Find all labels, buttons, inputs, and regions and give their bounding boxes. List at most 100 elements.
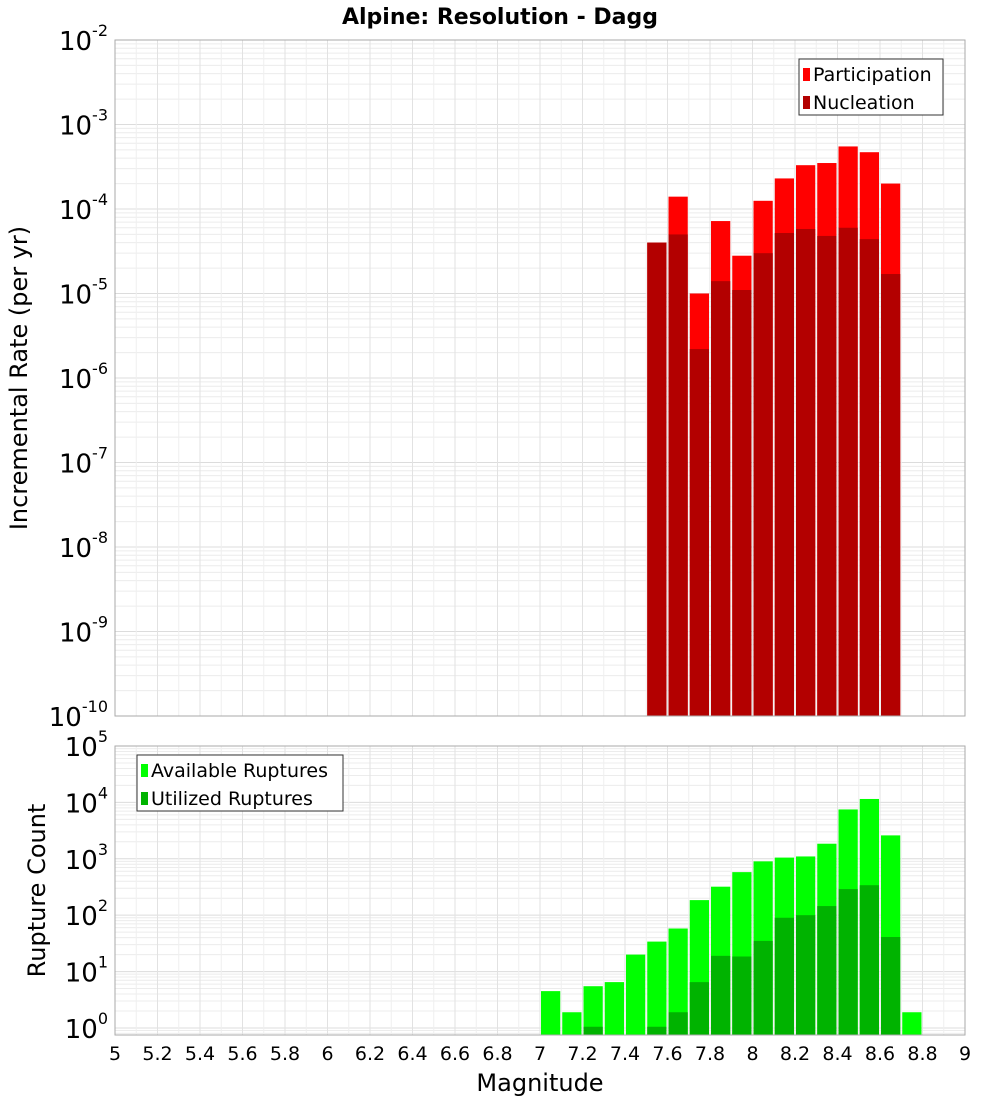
y-tick-base: 10 [59,619,92,649]
legend-box-2 [136,754,344,812]
y-tick-base: 10 [59,534,92,564]
y-tick-label: 100 [65,1009,108,1045]
y-tick-label: 10-3 [59,106,108,142]
bar-secondary [711,955,731,1035]
y-tick-label: 10-2 [59,21,108,57]
x-tick-label: 7.6 [652,1043,682,1065]
legend-entry: Available Ruptures [151,760,328,782]
x-tick-label: 8.8 [907,1043,937,1065]
bar-primary [583,986,603,1035]
x-tick-label: 5.2 [142,1043,172,1065]
y-tick-exponent: 1 [98,953,108,972]
y-tick-base: 10 [65,1015,98,1045]
y-tick-label: 10-5 [59,275,108,311]
y-tick-base: 10 [59,281,92,311]
y-tick-exponent: 2 [98,896,108,915]
x-tick-label: 8 [746,1043,758,1065]
bar-secondary [711,281,731,716]
bar-secondary [817,235,837,716]
bar-secondary [859,239,879,717]
legend-swatch [141,764,148,777]
bar-secondary [753,940,773,1035]
y-tick-label: 10-9 [59,613,108,649]
legend-entry: Participation [813,64,932,86]
bar-primary [562,1012,582,1035]
bar-secondary [668,234,688,717]
y-tick-exponent: -9 [92,613,108,632]
bar-secondary [647,242,667,717]
bar-secondary [859,885,879,1035]
y-tick-exponent: 4 [98,783,108,802]
y-tick-exponent: -6 [92,359,108,378]
bar-secondary [668,1012,688,1035]
y-tick-label: 10-10 [49,697,108,733]
bar-secondary [732,290,752,716]
x-tick-label: 6.8 [482,1043,512,1065]
bar-primary [647,941,667,1035]
bar-secondary [796,228,816,716]
y-tick-label: 104 [65,783,108,819]
y-tick-label: 10-8 [59,528,108,564]
bar-secondary [774,917,794,1035]
bar-primary [902,1012,922,1035]
y-tick-exponent: -7 [92,444,108,463]
y-tick-label: 102 [65,896,108,932]
y-tick-label: 10-7 [59,444,108,480]
x-tick-label: 6.2 [355,1043,385,1065]
x-tick-label: 5.4 [185,1043,215,1065]
bar-primary [604,982,624,1035]
y-tick-base: 10 [65,733,98,763]
plot-frame-1 [114,39,966,717]
y-tick-label: 10-4 [59,190,108,226]
x-tick-label: 7.8 [695,1043,725,1065]
bar-secondary [583,1026,603,1035]
y-tick-exponent: -5 [92,275,108,294]
chart-title: Alpine: Resolution - Dagg [342,5,658,30]
x-tick-label: 8.6 [865,1043,895,1065]
bar-secondary [774,232,794,716]
x-axis-label: Magnitude [476,1069,603,1097]
bar-secondary [689,982,709,1035]
x-tick-label: 7.2 [567,1043,597,1065]
bar-secondary [817,906,837,1035]
y-tick-base: 10 [59,112,92,142]
y-tick-base: 10 [65,959,98,989]
bar-secondary [796,915,816,1035]
legend-swatch [803,96,810,109]
legend-swatch [803,68,810,81]
y-tick-base: 10 [65,902,98,932]
x-tick-label: 8.2 [780,1043,810,1065]
y-tick-exponent: -4 [92,190,108,209]
y-tick-exponent: -2 [92,21,108,40]
x-tick-label: 9 [959,1043,971,1065]
bar-secondary [838,227,858,716]
y-tick-label: 103 [65,840,108,876]
bar-secondary [689,349,709,716]
bar-primary [626,954,646,1035]
y-tick-base: 10 [65,846,98,876]
y-axis-label-2: Rupture Count [23,804,51,978]
y-tick-exponent: -3 [92,106,108,125]
y-tick-exponent: 5 [98,727,108,746]
y-tick-exponent: 3 [98,840,108,859]
y-tick-base: 10 [59,450,92,480]
y-tick-base: 10 [59,196,92,226]
legend-swatch [141,792,148,805]
legend-entry: Utilized Ruptures [151,788,313,810]
legend-box-1 [798,58,944,116]
bar-secondary [732,956,752,1035]
x-tick-label: 5 [109,1043,121,1065]
y-tick-base: 10 [65,789,98,819]
bar-secondary [647,1026,667,1035]
bar-primary [541,991,561,1035]
y-tick-exponent: -8 [92,528,108,547]
x-tick-label: 6.6 [440,1043,470,1065]
y-tick-label: 10-6 [59,359,108,395]
x-tick-label: 5.6 [227,1043,257,1065]
plot-frame-2 [114,745,966,1036]
x-tick-label: 5.8 [270,1043,300,1065]
bar-secondary [753,253,773,716]
x-tick-label: 7.4 [610,1043,640,1065]
bar-secondary [838,889,858,1035]
y-tick-base: 10 [59,365,92,395]
